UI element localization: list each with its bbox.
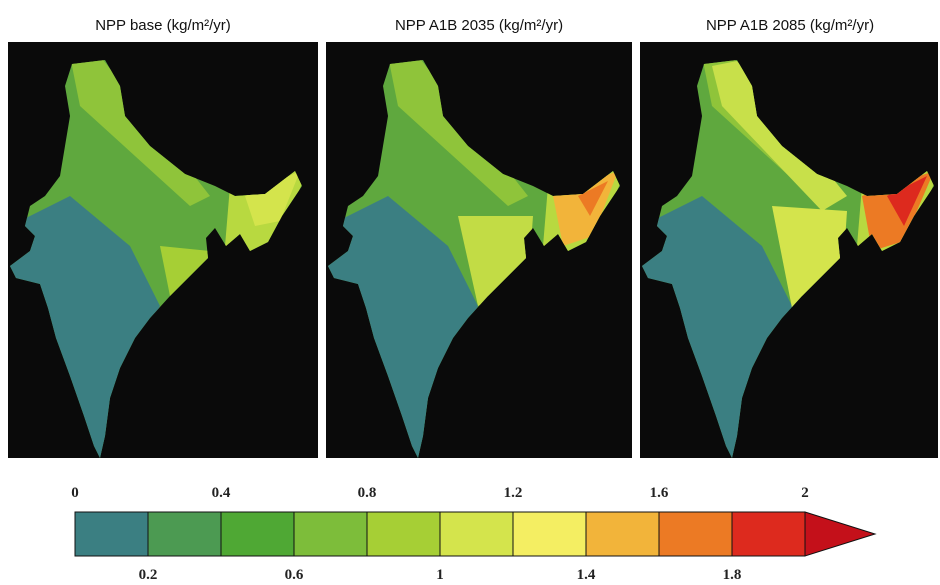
color-bin <box>148 512 221 556</box>
tick-label: 1.4 <box>577 567 596 583</box>
panel: NPP base (kg/m²/yr) <box>8 17 320 466</box>
tick-label: 0.8 <box>358 485 377 501</box>
color-bin <box>586 512 659 556</box>
tick-label: 0.4 <box>212 485 231 501</box>
panel-title: NPP A1B 2085 (kg/m²/yr) <box>706 17 874 34</box>
color-bin <box>294 512 367 556</box>
tick-label: 1.6 <box>650 485 669 501</box>
color-bin <box>513 512 586 556</box>
panel: NPP A1B 2085 (kg/m²/yr) <box>640 17 940 466</box>
tick-label: 0 <box>71 485 79 501</box>
tick-label: 1.8 <box>723 567 742 583</box>
color-bin <box>440 512 513 556</box>
tick-label: 0.6 <box>285 567 304 583</box>
color-bin <box>732 512 805 556</box>
tick-label: 0.2 <box>139 567 158 583</box>
extend-triangle <box>805 512 875 556</box>
figure: NPP base (kg/m²/yr) NPP A1B 2035 (kg/m²/… <box>0 0 940 585</box>
tick-label: 1 <box>436 567 444 583</box>
colorbar: 0 0.2 0.4 0.6 0.8 1 1.2 1.4 1.6 1.8 2 <box>71 485 875 583</box>
tick-label: 2 <box>801 485 809 501</box>
color-bin <box>75 512 148 556</box>
panel: NPP A1B 2035 (kg/m²/yr) <box>326 17 638 466</box>
color-bin <box>221 512 294 556</box>
panel-title: NPP base (kg/m²/yr) <box>95 17 231 34</box>
panel-title: NPP A1B 2035 (kg/m²/yr) <box>395 17 563 34</box>
tick-label: 1.2 <box>504 485 523 501</box>
color-bin <box>659 512 732 556</box>
color-bin <box>367 512 440 556</box>
